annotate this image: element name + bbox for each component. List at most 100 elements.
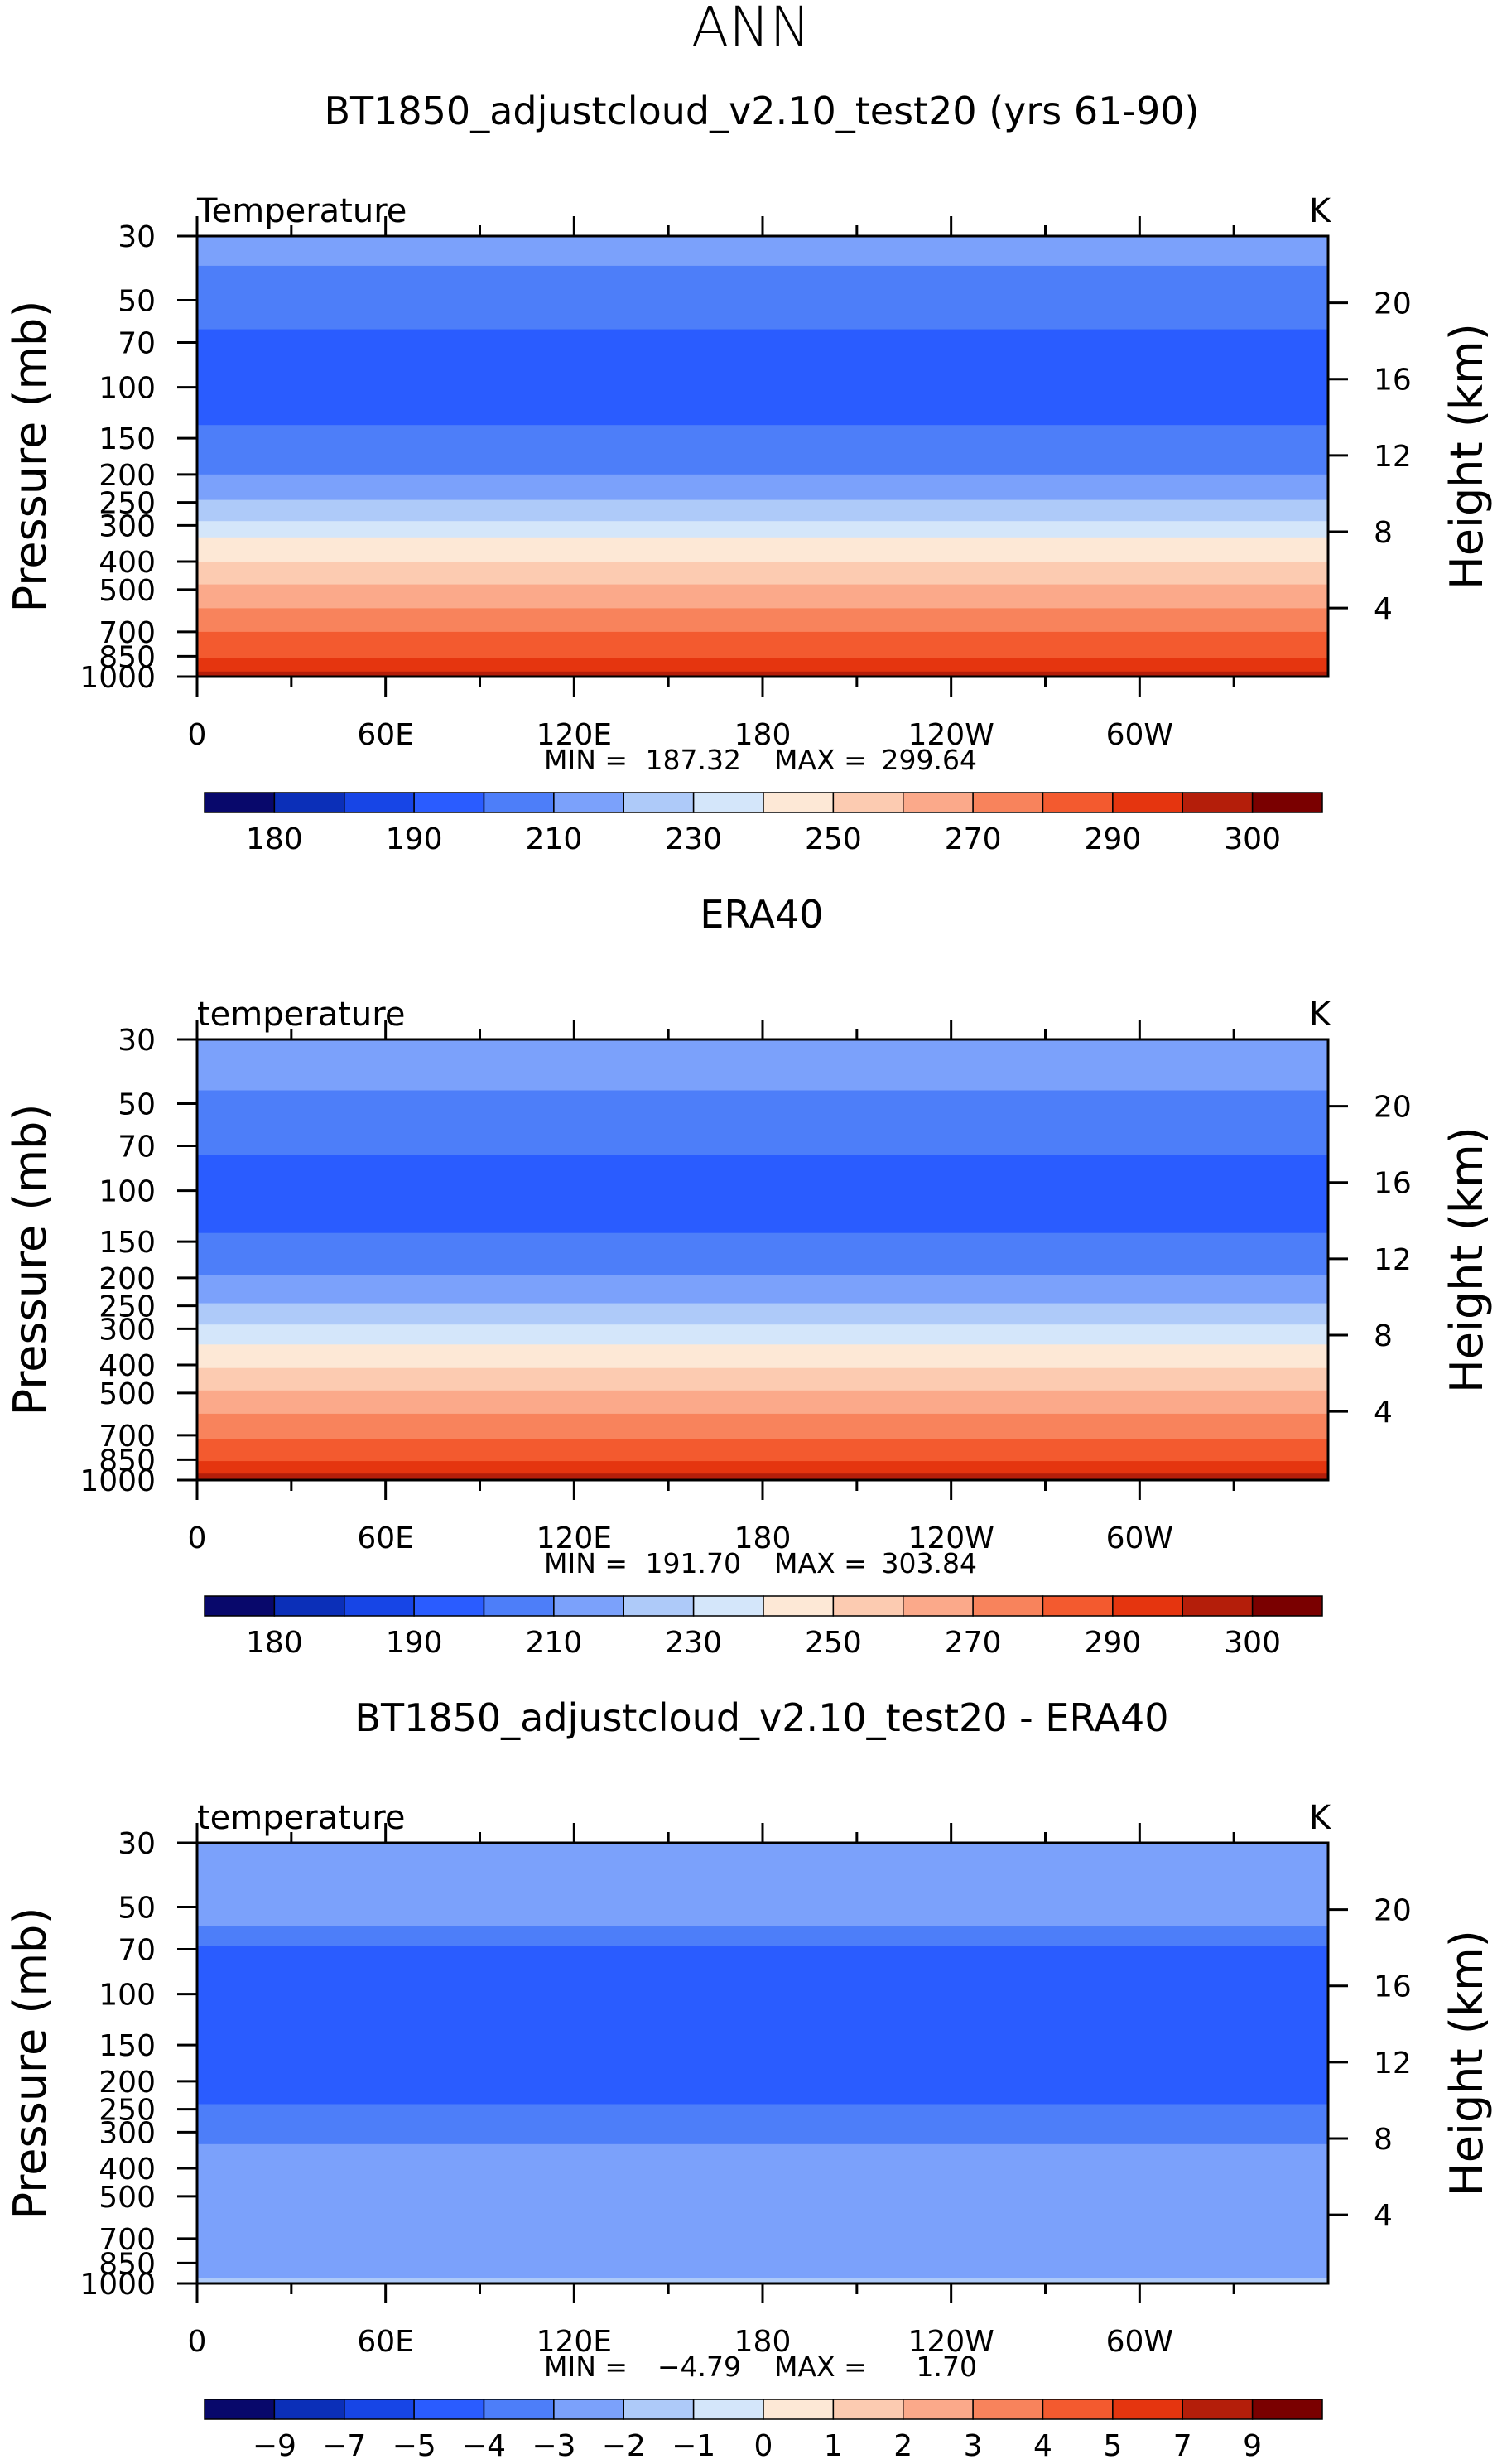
colorbar-swatch xyxy=(273,1595,345,1617)
colorbar-label: 300 xyxy=(1224,822,1281,856)
height-tick-label: 8 xyxy=(1374,516,1393,550)
colorbar-swatch xyxy=(903,792,974,813)
colorbar-label: 210 xyxy=(526,822,583,856)
contour-band xyxy=(197,608,1328,633)
max-label: MAX = xyxy=(774,1547,867,1579)
colorbar-swatch xyxy=(1251,1595,1323,1617)
colorbar-label: −3 xyxy=(532,2429,575,2463)
y-tick-label: 250 xyxy=(99,487,156,521)
colorbar-swatch xyxy=(903,2399,974,2420)
colorbar-label: 250 xyxy=(805,1626,862,1660)
y-tick-label: 700 xyxy=(99,616,156,650)
colorbar-swatch xyxy=(692,792,764,813)
colorbar-swatch xyxy=(344,2399,415,2420)
y-tick-label: 850 xyxy=(99,1444,156,1478)
colorbar-swatch xyxy=(1182,2399,1254,2420)
y-tick-label: 70 xyxy=(118,1934,156,1968)
y-tick-label: 850 xyxy=(99,640,156,674)
colorbar-swatch xyxy=(832,1595,904,1617)
y-axis-title: Pressure (mb) xyxy=(4,301,56,613)
contour-band xyxy=(197,2143,1328,2279)
x-tick-label: 0 xyxy=(188,2325,207,2359)
colorbar-swatch xyxy=(1112,792,1184,813)
x-tick-label: 120W xyxy=(908,2325,994,2359)
contour-band xyxy=(197,671,1328,677)
contour-band xyxy=(197,584,1328,609)
colorbar-label: 9 xyxy=(1243,2429,1262,2463)
y-tick-label: 250 xyxy=(99,2094,156,2128)
y-tick-label: 30 xyxy=(118,1024,156,1058)
y-tick-label: 500 xyxy=(99,1377,156,1411)
colorbar-swatch xyxy=(1182,1595,1254,1617)
height-tick-label: 4 xyxy=(1374,592,1393,626)
y-tick-label: 400 xyxy=(99,1349,156,1383)
height-tick-label: 20 xyxy=(1374,287,1412,321)
y-tick-label: 200 xyxy=(99,2066,156,2100)
units-label: K xyxy=(1309,996,1332,1034)
colorbar-swatch xyxy=(483,2399,555,2420)
contour-band xyxy=(197,1390,1328,1415)
height-tick-label: 4 xyxy=(1374,1396,1393,1430)
min-label: MIN = xyxy=(544,2351,628,2383)
colorbar-swatch xyxy=(832,792,904,813)
colorbar-label: 300 xyxy=(1224,1626,1281,1660)
min-value: 187.32 xyxy=(646,744,741,776)
contour-band xyxy=(197,2278,1328,2284)
colorbar-swatch xyxy=(483,1595,555,1617)
colorbar-swatch xyxy=(204,2399,276,2420)
contour-band xyxy=(197,1473,1328,1481)
colorbar-swatch xyxy=(1042,2399,1114,2420)
y-tick-label: 200 xyxy=(99,1262,156,1296)
colorbar-swatch xyxy=(972,792,1044,813)
colorbar-label: −9 xyxy=(253,2429,296,2463)
contour-band xyxy=(197,329,1328,426)
panel-title: BT1850_adjustcloud_v2.10_test20 (yrs 61-… xyxy=(324,89,1199,133)
x-tick-label: 60W xyxy=(1106,2325,1173,2359)
colorbar-swatch xyxy=(1182,792,1254,813)
x-tick-label: 60E xyxy=(357,2325,414,2359)
units-label: K xyxy=(1309,192,1332,230)
y-tick-label: 70 xyxy=(118,1131,156,1164)
colorbar-swatch xyxy=(1112,2399,1184,2420)
y-tick-label: 300 xyxy=(99,1313,156,1347)
colorbar-label: 1 xyxy=(824,2429,843,2463)
colorbar-swatch xyxy=(832,2399,904,2420)
contour-band xyxy=(197,537,1328,562)
height-tick-label: 12 xyxy=(1374,2047,1412,2081)
colorbar-label: 190 xyxy=(386,1626,443,1660)
colorbar-label: 290 xyxy=(1085,1626,1142,1660)
max-value: 299.64 xyxy=(882,744,977,776)
colorbar-label: 5 xyxy=(1103,2429,1122,2463)
colorbar-swatch xyxy=(483,792,555,813)
height-tick-label: 20 xyxy=(1374,1091,1412,1125)
contour-band xyxy=(197,474,1328,501)
y-tick-label: 850 xyxy=(99,2247,156,2281)
x-tick-label: 0 xyxy=(188,1521,207,1555)
contour-band xyxy=(197,2104,1328,2145)
colorbar-swatch xyxy=(623,1595,695,1617)
max-value: 1.70 xyxy=(917,2351,977,2383)
colorbar-label: 210 xyxy=(526,1626,583,1660)
contour-band xyxy=(197,1324,1328,1345)
colorbar-swatch xyxy=(623,792,695,813)
contour-band xyxy=(197,1843,1328,1926)
contour-band xyxy=(197,1039,1328,1091)
colorbar-swatch xyxy=(1042,1595,1114,1617)
height-tick-label: 8 xyxy=(1374,2123,1393,2157)
colorbar-swatch xyxy=(1251,792,1323,813)
y-tick-label: 100 xyxy=(99,1979,156,2013)
colorbar-swatch xyxy=(553,792,625,813)
x-tick-label: 120E xyxy=(537,1521,612,1555)
y-tick-label: 300 xyxy=(99,2116,156,2150)
y-axis-title: Pressure (mb) xyxy=(4,1907,56,2220)
variable-label: temperature xyxy=(197,1799,405,1837)
y-tick-label: 100 xyxy=(99,1175,156,1209)
colorbar-label: −5 xyxy=(392,2429,436,2463)
variable-label: temperature xyxy=(197,996,405,1034)
panel-title: ERA40 xyxy=(700,892,823,937)
colorbar-label: 290 xyxy=(1085,822,1142,856)
colorbar-label: 180 xyxy=(246,1626,303,1660)
panel-model-temperature: BT1850_adjustcloud_v2.10_test20 (yrs 61-… xyxy=(4,89,1493,856)
colorbar-swatch xyxy=(344,792,415,813)
